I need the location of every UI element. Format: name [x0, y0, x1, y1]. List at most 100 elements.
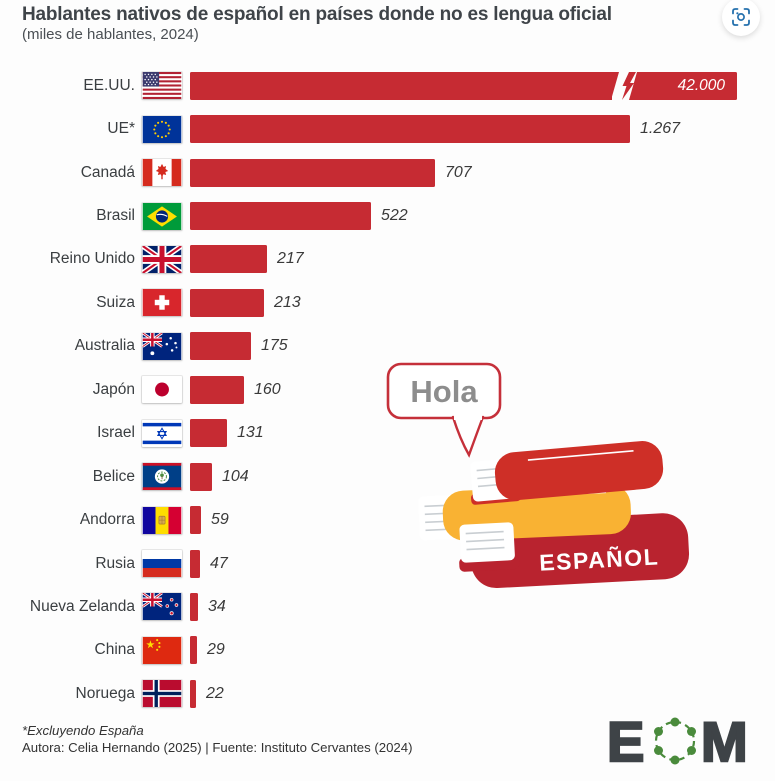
country-label: EE.UU. [83, 76, 135, 94]
country-label: UE* [107, 120, 135, 138]
value-label: 175 [261, 337, 288, 355]
bar-us[interactable]: 42.000 [190, 71, 737, 100]
bar-au[interactable] [190, 332, 251, 361]
bar-area: 59 [190, 506, 775, 535]
flag-au-icon [142, 332, 182, 360]
chart-row-nz: Nueva Zelanda 34 [0, 585, 775, 628]
bar-area: 42.000 [190, 71, 775, 100]
bar-area: 217 [190, 245, 775, 274]
value-label: 34 [208, 597, 226, 615]
country-label: Japón [92, 380, 135, 398]
book-stack: ESPAÑOL [418, 441, 690, 589]
bar-area: 707 [190, 158, 775, 187]
chart-row-bz: Belice 104 [0, 455, 775, 498]
country-label: Nueva Zelanda [29, 597, 135, 615]
logo-letter-e: E [607, 710, 644, 772]
value-label: 29 [207, 641, 225, 659]
bar-jp[interactable] [190, 375, 244, 404]
bar-area: 29 [190, 636, 775, 665]
bar-bz[interactable] [190, 462, 212, 491]
footnote: *Excluyendo España [22, 723, 144, 738]
country-label: Reino Unido [49, 250, 135, 268]
bar-no[interactable] [190, 679, 196, 708]
flag-br-icon [142, 202, 182, 230]
credit-line: Autora: Celia Hernando (2025) | Fuente: … [22, 740, 413, 755]
bar-area: 213 [190, 288, 775, 317]
country-label: Suiza [96, 293, 135, 311]
bar-ru[interactable] [190, 549, 200, 578]
chart-row-au: Australia 175 [0, 325, 775, 368]
country-label: Rusia [95, 554, 135, 572]
page-subtitle: (miles de hablantes, 2024) [22, 26, 199, 43]
chart-row-ru: Rusia 47 [0, 542, 775, 585]
country-label: Andorra [79, 511, 135, 529]
value-label: 522 [381, 207, 408, 225]
bar-ch[interactable] [190, 288, 264, 317]
screenshot-button[interactable] [722, 0, 760, 36]
flag-us-icon [142, 72, 182, 100]
speech-bubble: Hola [386, 362, 502, 458]
value-label: 47 [210, 554, 228, 572]
value-label: 160 [254, 380, 281, 398]
chart-row-ad: Andorra 59 [0, 498, 775, 541]
country-label: Belice [92, 467, 135, 485]
bar-area: 175 [190, 332, 775, 361]
bar-chart: EE.UU. 42.000 UE* 1.267 Canadá 707 Brasil 522 Re… [0, 64, 775, 716]
country-label: Canadá [80, 163, 135, 181]
eom-logo: E M [607, 710, 749, 772]
flag-bz-icon [142, 463, 182, 491]
flag-jp-icon [142, 376, 182, 404]
bar-area: 522 [190, 202, 775, 231]
value-label: 213 [274, 293, 301, 311]
camera-focus-icon [732, 8, 750, 26]
bar-area: 34 [190, 592, 775, 621]
chart-rows: EE.UU. 42.000 UE* 1.267 Canadá 707 Brasil 522 Re… [0, 64, 775, 716]
value-label: 131 [237, 424, 264, 442]
flag-ch-icon [142, 289, 182, 317]
chart-row-us: EE.UU. 42.000 [0, 64, 775, 107]
bar-ad[interactable] [190, 506, 201, 535]
chart-row-gb: Reino Unido 217 [0, 238, 775, 281]
logo-letter-m: M [701, 710, 748, 772]
value-label: 59 [211, 511, 229, 529]
flag-ad-icon [142, 506, 182, 534]
bar-ca[interactable] [190, 158, 435, 187]
bar-nz[interactable] [190, 592, 198, 621]
bar-cn[interactable] [190, 636, 197, 665]
flag-eu-icon [142, 115, 182, 143]
chart-row-ch: Suiza 213 [0, 281, 775, 324]
flag-nz-icon [142, 593, 182, 621]
bar-il[interactable] [190, 419, 227, 448]
chart-row-ca: Canadá 707 [0, 151, 775, 194]
value-label: 42.000 [677, 76, 725, 94]
country-label: Noruega [75, 684, 135, 702]
bar-area: 131 [190, 419, 775, 448]
hola-text: Hola [410, 374, 478, 409]
flag-il-icon [142, 419, 182, 447]
chart-row-il: Israel 131 [0, 412, 775, 455]
bar-gb[interactable] [190, 245, 267, 274]
flag-no-icon [142, 680, 182, 708]
value-label: 22 [206, 684, 224, 702]
value-label: 217 [277, 250, 304, 268]
footer: *Excluyendo España Autora: Celia Hernand… [22, 722, 412, 756]
bar-br[interactable] [190, 202, 371, 231]
bar-area: 160 [190, 375, 775, 404]
bar-eu[interactable] [190, 115, 630, 144]
bar-area: 104 [190, 462, 775, 491]
country-label: Australia [74, 337, 135, 355]
espanol-text: ESPAÑOL [539, 543, 660, 576]
country-label: China [94, 641, 136, 659]
bar-area: 22 [190, 679, 775, 708]
flag-cn-icon [142, 636, 182, 664]
spanish-books-illustration: Hola ESPAÑOL [386, 362, 690, 589]
flag-ca-icon [142, 159, 182, 187]
chart-row-br: Brasil 522 [0, 194, 775, 237]
chart-row-jp: Japón 160 [0, 368, 775, 411]
value-label: 1.267 [640, 120, 681, 138]
country-label: Brasil [96, 207, 135, 225]
country-label: Israel [97, 424, 135, 442]
top-book [470, 441, 664, 505]
chart-row-eu: UE* 1.267 [0, 107, 775, 150]
